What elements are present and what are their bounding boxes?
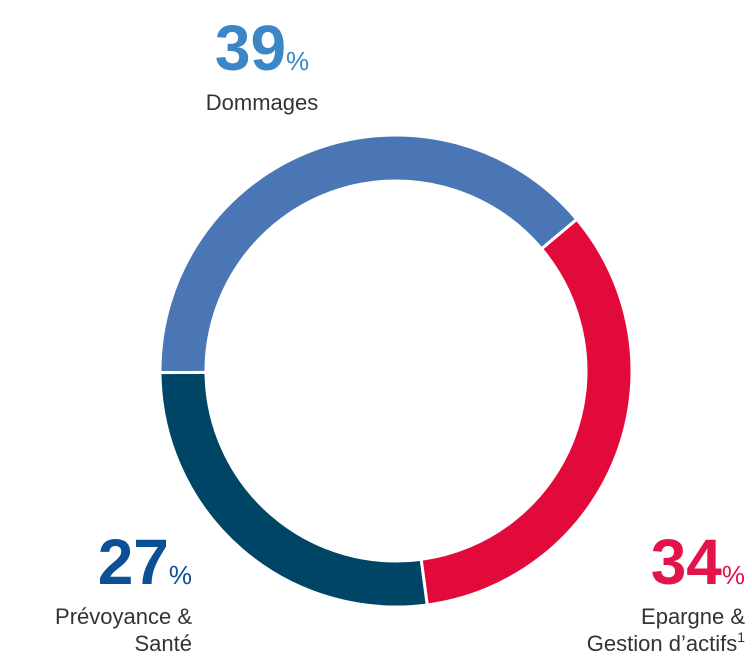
category-label: Gestion d’actifs1 xyxy=(587,629,745,656)
value-label: 39% xyxy=(215,12,309,84)
category-line: Epargne & xyxy=(641,604,745,629)
category-label: Santé xyxy=(135,631,193,656)
category-label: Epargne & xyxy=(641,604,745,629)
category-label: Dommages xyxy=(206,90,318,115)
category-line: Dommages xyxy=(206,90,318,115)
donut-slice xyxy=(158,370,429,609)
category-line: Prévoyance & xyxy=(55,604,192,629)
category-line: Gestion d’actifs xyxy=(587,631,737,656)
category-label: Prévoyance & xyxy=(55,604,192,629)
value-number: 27 xyxy=(98,526,169,598)
category-line: Santé xyxy=(135,631,193,656)
donut-slice xyxy=(158,133,579,375)
value-label: 27% xyxy=(98,526,192,598)
value-number: 39 xyxy=(215,12,286,84)
value-unit: % xyxy=(722,560,745,590)
value-label: 34% xyxy=(651,526,745,598)
footnote-mark: 1 xyxy=(737,629,745,645)
donut-slice xyxy=(419,217,634,607)
value-unit: % xyxy=(286,46,309,76)
value-number: 34 xyxy=(651,526,723,598)
value-unit: % xyxy=(169,560,192,590)
